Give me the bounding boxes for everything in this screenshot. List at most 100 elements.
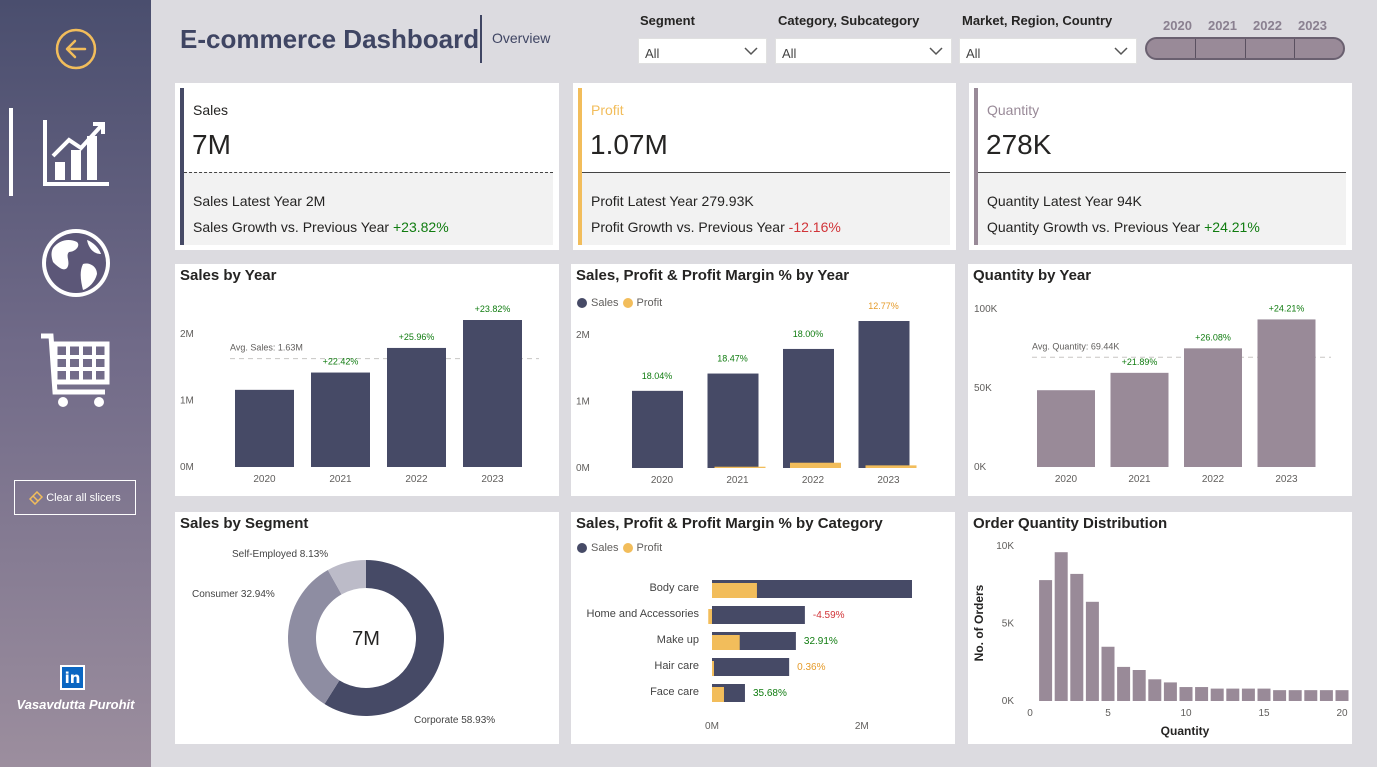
data-label: +26.08% (1195, 332, 1231, 342)
sales-kpi-value: 7M (192, 129, 231, 160)
profit-growth-label: Profit Growth vs. Previous Year (591, 219, 785, 235)
chart-title: Sales by Year (180, 267, 277, 284)
chart-legend: Sales Profit (577, 297, 662, 309)
kpi-accent-bar (578, 88, 582, 245)
year-slicer[interactable] (1145, 37, 1345, 60)
x-tick-label: 2021 (329, 474, 352, 485)
average-label: Avg. Quantity: 69.44K (1032, 341, 1119, 351)
sales-profit-by-year-card[interactable]: 0M 1M 2M 18.04% 2020 18.47% 2021 18.00% 2022 12.7… (571, 264, 955, 496)
year-segment-2020[interactable] (1147, 39, 1197, 58)
y-tick-label: 2M (576, 330, 590, 341)
kpi-accent-bar (180, 88, 184, 245)
segment-slicer[interactable]: All (638, 38, 767, 64)
category-slicer[interactable]: All (775, 38, 952, 64)
order-quantity-distribution-chart: 0K 5K 10K 0 5 10 15 20 Quantity No. of Orders (972, 541, 1349, 738)
bar-2021 (311, 372, 370, 467)
y-tick-label: 5K (1002, 619, 1015, 630)
quantity-latest-value: 94K (1116, 193, 1142, 209)
bar-2021 (1110, 372, 1169, 467)
quantity-kpi-label: Quantity (987, 102, 1040, 118)
x-tick-label: 0M (705, 721, 719, 732)
histogram-bar-16 (1273, 690, 1287, 701)
linkedin-icon[interactable]: in (60, 665, 85, 690)
order-quantity-distribution-card[interactable]: 0K 5K 10K 0 5 10 15 20 Quantity No. of Orders Ord… (968, 512, 1352, 744)
margin-label: 12.77% (868, 301, 899, 311)
sales-latest-label: Sales Latest Year (193, 193, 302, 209)
year-segment-2022[interactable] (1246, 39, 1295, 58)
margin-label: 35.68% (753, 688, 787, 699)
legend-label-profit: Profit (636, 542, 663, 554)
slice-Corporate (324, 560, 445, 716)
sales-bar-2022 (783, 348, 834, 468)
profit-kpi-label: Profit (591, 102, 624, 118)
profit-bar-2022 (790, 462, 841, 468)
globe-icon[interactable] (0, 226, 151, 300)
chart-title: Sales by Segment (180, 515, 309, 532)
shopping-cart-icon[interactable] (0, 332, 151, 410)
title-divider (480, 15, 482, 63)
x-tick-label: 2021 (1128, 474, 1151, 485)
donut-center-value: 7M (352, 628, 380, 650)
histogram-bar-13 (1226, 688, 1240, 701)
market-slicer-label: Market, Region, Country (962, 13, 1113, 28)
sales-bar-2023 (858, 321, 910, 468)
profit-bar-Body care (712, 583, 757, 598)
sales-growth-value: +23.82% (393, 219, 449, 235)
quantity-growth-label: Quantity Growth vs. Previous Year (987, 219, 1201, 235)
sales-kpi-label: Sales (193, 102, 229, 118)
chart-title: Sales, Profit & Profit Margin % by Year (576, 267, 850, 284)
sales-growth-label: Sales Growth vs. Previous Year (193, 219, 390, 235)
quantity-kpi-card[interactable]: Quantity 278K Quantity Latest Year 94K Q… (969, 83, 1352, 250)
y-tick-label: Make up (657, 634, 699, 646)
sales-by-year-chart: 0M 1M 2M Avg. Sales: 1.63M 2020 2021 +22.42% 20… (180, 304, 539, 485)
quantity-kpi-value: 278K (986, 129, 1052, 160)
histogram-bar-9 (1163, 682, 1177, 701)
x-tick-label: 2023 (481, 474, 504, 485)
histogram-bar-20 (1335, 690, 1349, 701)
data-label: +22.42% (323, 357, 359, 367)
slice-label: Self-Employed 8.13% (232, 549, 328, 560)
segment-slicer-value: All (645, 46, 660, 61)
profit-bar-2021 (714, 466, 766, 468)
market-slicer-value: All (966, 46, 981, 61)
linkedin-glyph: in (62, 667, 83, 688)
y-tick-label: 50K (974, 383, 992, 394)
x-tick-label: 0 (1027, 708, 1033, 719)
back-arrow-icon[interactable] (0, 28, 151, 70)
x-tick-label: 2023 (877, 475, 900, 486)
x-tick-label: 2022 (1202, 474, 1225, 485)
clear-slicers-button[interactable]: Clear all slicers (14, 480, 136, 515)
quantity-by-year-card[interactable]: 0K 50K 100K Avg. Quantity: 69.44K 2020 2021 +2… (968, 264, 1352, 496)
x-tick-label: 2020 (1055, 474, 1078, 485)
author-name[interactable]: Vasavdutta Purohit (16, 697, 135, 712)
y-tick-label: 0M (180, 462, 194, 473)
year-label-2023: 2023 (1298, 18, 1327, 33)
year-segment-2023[interactable] (1295, 39, 1343, 58)
category-slicer-label: Category, Subcategory (778, 13, 920, 28)
sales-by-segment-card[interactable]: Corporate 58.93% Consumer 32.94% Self-Empl… (175, 512, 559, 744)
legend-swatch-profit (622, 298, 633, 308)
x-tick-label: 5 (1105, 708, 1111, 719)
sales-by-year-card[interactable]: 0M 1M 2M Avg. Sales: 1.63M 2020 2021 +22.42% 20… (175, 264, 559, 496)
page-subtitle[interactable]: Overview (492, 30, 551, 46)
legend-label-sales: Sales (591, 542, 619, 554)
year-segment-2021[interactable] (1196, 39, 1246, 58)
margin-label: -4.59% (813, 610, 845, 621)
profit-kpi-card[interactable]: Profit 1.07M Profit Latest Year 279.93K … (573, 83, 956, 250)
market-slicer[interactable]: All (959, 38, 1137, 64)
y-tick-label: 0K (1002, 696, 1015, 707)
y-tick-label: 0K (974, 462, 987, 473)
sales-kpi-card[interactable]: Sales 7M Sales Latest Year 2M Sales Grow… (175, 83, 559, 250)
legend-swatch-profit (622, 543, 633, 553)
bar-2022 (387, 347, 446, 467)
year-label-2020: 2020 (1163, 18, 1192, 33)
histogram-bar-17 (1288, 690, 1302, 701)
profit-bar-2023 (865, 465, 917, 468)
y-tick-label: 10K (996, 541, 1014, 552)
y-axis-title: No. of Orders (972, 584, 986, 661)
chevron-down-icon (929, 47, 943, 56)
legend-label-profit: Profit (636, 297, 663, 309)
active-page-indicator (9, 108, 13, 196)
sales-profit-by-category-card[interactable]: Body care Home and Accessories -4.59% Make … (571, 512, 955, 744)
bar-chart-icon[interactable] (0, 116, 151, 188)
